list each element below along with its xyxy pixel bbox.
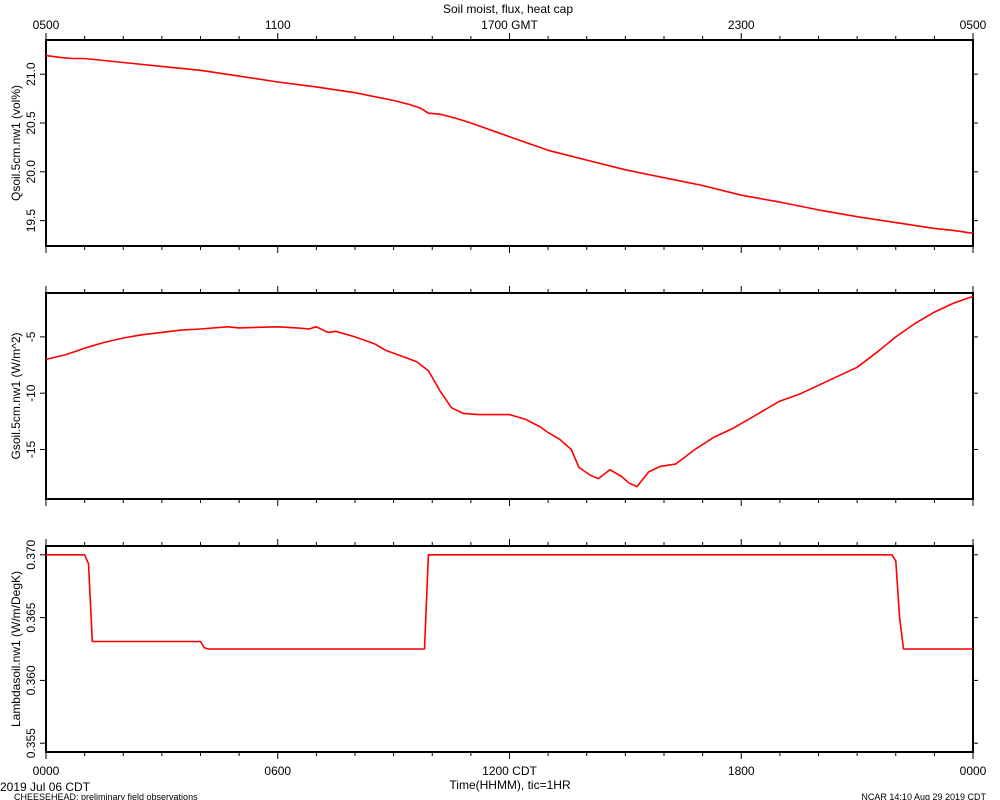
top-tick-label: 0500 [960, 18, 987, 32]
timestamp-label: NCAR 14:10 Aug 29 2019 CDT [861, 792, 986, 800]
series-line [46, 553, 973, 650]
y-tick-label: 0.360 [24, 665, 38, 695]
y-tick-label: 20.5 [24, 111, 38, 135]
plot-frame [45, 292, 974, 500]
bottom-tick-label: 1200 CDT [482, 764, 537, 778]
top-time-axis: 0500 1100 1700 GMT 2300 0500 [33, 18, 987, 32]
bottom-time-axis: 0000 0600 1200 CDT 1800 0000 [33, 764, 987, 778]
y-axis-label: Gsoil.5cm.nw1 (W/m^2) [9, 333, 23, 460]
series-line [45, 295, 974, 488]
y-axis-label: Qsoil.5cm.nw1 (vol%) [9, 85, 23, 201]
project-label: CHEESEHEAD: preliminary field observatio… [14, 792, 198, 800]
series-line [45, 54, 974, 235]
bottom-tick-label: 0600 [264, 764, 291, 778]
top-tick-label: 2300 [728, 18, 755, 32]
top-tick-label: 1700 GMT [481, 18, 538, 32]
y-tick-label: -15 [24, 440, 38, 458]
x-axis-label: Time(HHMM), tic=1HR [449, 778, 571, 792]
y-tick-label: 20.0 [24, 160, 38, 184]
y-tick-label: 0.355 [24, 728, 38, 758]
top-tick-label: 0500 [33, 18, 60, 32]
top-tick-label: 1100 [265, 18, 291, 32]
y-tick-label: 21.0 [24, 62, 38, 86]
chart-title: Soil moist, flux, heat cap [443, 2, 573, 16]
date-label: 2019 Jul 06 CDT [0, 780, 91, 794]
plot-frame [45, 545, 974, 753]
bottom-tick-label: 0000 [960, 764, 987, 778]
bottom-tick-label: 1800 [728, 764, 755, 778]
y-tick-label: 19.5 [24, 209, 38, 233]
y-tick-label: 0.365 [24, 602, 38, 632]
y-tick-label: -10 [24, 384, 38, 402]
plot-frame [45, 39, 974, 247]
bottom-tick-label: 0000 [33, 764, 60, 778]
y-tick-label: 0.370 [24, 539, 38, 569]
y-tick-label: -5 [24, 331, 38, 342]
y-axis-label: Lambdasoil.nw1 (W/m/DegK) [9, 571, 23, 727]
